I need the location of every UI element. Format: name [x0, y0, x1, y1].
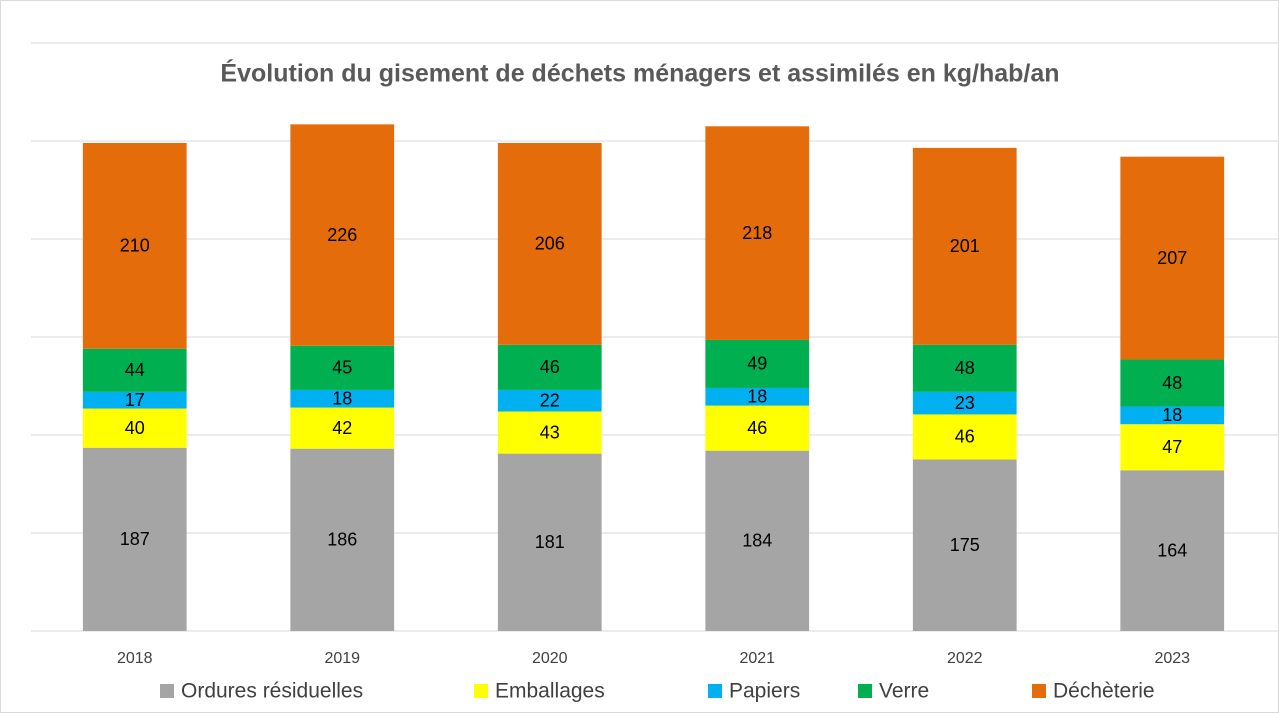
bar-segment	[705, 339, 810, 388]
legend-label: Ordures résiduelles	[181, 680, 363, 703]
data-label: 164	[1157, 540, 1187, 560]
legend-label: Papiers	[729, 680, 800, 703]
bar-segment	[705, 450, 810, 631]
data-label: 206	[535, 234, 565, 254]
bar-segment	[1120, 406, 1225, 425]
bar-segment	[497, 453, 602, 631]
bar-segment	[82, 447, 187, 631]
chart-title: Évolution du gisement de déchets ménager…	[220, 59, 1059, 88]
data-label: 48	[1162, 373, 1182, 393]
data-label: 42	[332, 418, 352, 438]
x-tick-label: 2022	[947, 650, 983, 667]
data-label: 46	[955, 427, 975, 447]
bar-segment	[912, 147, 1017, 345]
legend-swatch	[858, 684, 872, 698]
data-label: 46	[747, 418, 767, 438]
data-label: 40	[125, 418, 145, 438]
bar-segment	[1120, 359, 1225, 407]
data-label: 18	[332, 388, 352, 408]
data-label: 47	[1162, 437, 1182, 457]
data-label: 45	[332, 358, 352, 378]
bar-segment	[290, 407, 395, 449]
data-label: 210	[120, 236, 150, 256]
bar-segment	[82, 408, 187, 448]
bar-segment	[705, 405, 810, 451]
bar-segment	[82, 391, 187, 409]
data-label: 18	[747, 387, 767, 407]
legend-swatch	[474, 684, 488, 698]
data-label: 18	[1162, 405, 1182, 425]
bar-segment	[497, 389, 602, 412]
bar-segment	[912, 391, 1017, 415]
data-label: 201	[950, 236, 980, 256]
x-tick-label: 2023	[1154, 650, 1190, 667]
legend-label: Emballages	[495, 680, 605, 703]
bar-segment	[912, 459, 1017, 631]
bar-segment	[1120, 424, 1225, 471]
x-tick-label: 2020	[532, 650, 568, 667]
bar-segment	[497, 411, 602, 454]
bar-segment	[497, 142, 602, 345]
data-label: 22	[540, 390, 560, 410]
legend-label: Verre	[879, 680, 929, 703]
data-label: 226	[327, 225, 357, 245]
data-label: 48	[955, 358, 975, 378]
data-label: 17	[125, 390, 145, 410]
data-label: 46	[540, 357, 560, 377]
data-label: 23	[955, 393, 975, 413]
data-label: 187	[120, 529, 150, 549]
bar-segment	[705, 126, 810, 340]
legend-swatch	[160, 684, 174, 698]
data-label: 181	[535, 532, 565, 552]
data-label: 218	[742, 223, 772, 243]
bar-segment	[497, 344, 602, 390]
bar-segment	[1120, 470, 1225, 631]
bar-segment	[1120, 156, 1225, 360]
x-tick-label: 2018	[117, 650, 153, 667]
legend-swatch	[708, 684, 722, 698]
bar-segment	[912, 414, 1017, 460]
data-label: 184	[742, 531, 772, 551]
bar-segment	[290, 448, 395, 631]
bar-segment	[82, 348, 187, 392]
data-label: 49	[747, 354, 767, 374]
data-label: 43	[540, 422, 560, 442]
data-label: 207	[1157, 248, 1187, 268]
data-label: 186	[327, 530, 357, 550]
x-tick-label: 2021	[739, 650, 775, 667]
bar-segment	[290, 389, 395, 408]
bar-segment	[912, 344, 1017, 392]
data-label: 44	[125, 360, 145, 380]
bar-segment	[82, 142, 187, 349]
bar-segment	[705, 387, 810, 406]
legend-label: Déchèterie	[1053, 680, 1155, 703]
legend-swatch	[1032, 684, 1046, 698]
bar-segment	[290, 124, 395, 346]
x-tick-label: 2019	[324, 650, 360, 667]
bar-segment	[290, 345, 395, 390]
data-label: 175	[950, 535, 980, 555]
